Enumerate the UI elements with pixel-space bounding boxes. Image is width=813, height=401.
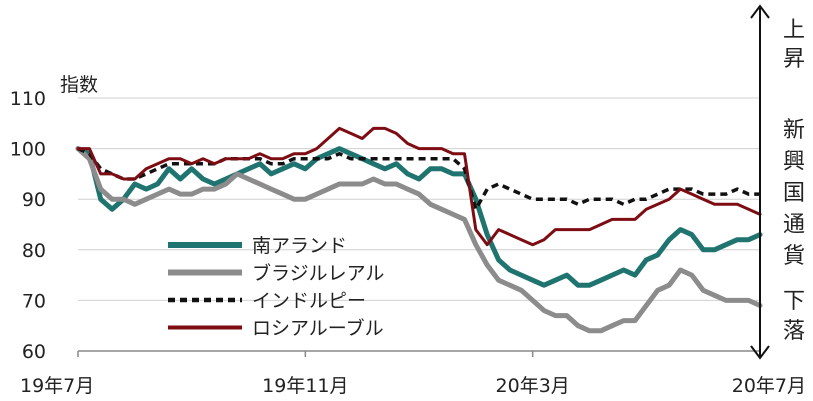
side-label-middle-char: 貨 — [783, 244, 805, 269]
series-lines — [75, 126, 763, 334]
series-line — [75, 146, 763, 288]
arrow-down-icon — [750, 345, 770, 360]
y-tick-label: 90 — [22, 189, 46, 211]
y-axis-label: 指数 — [60, 74, 98, 96]
side-label-middle-char: 通 — [783, 213, 805, 238]
legend-label: ブラジルレアル — [252, 262, 384, 285]
x-tick-label: 20年3月 — [496, 375, 570, 397]
y-tick-label: 60 — [22, 341, 46, 363]
x-axis-tick-marks — [77, 351, 761, 357]
legend-label: インドルピー — [252, 290, 366, 312]
y-tick-label: 80 — [22, 240, 46, 262]
x-tick-label: 19年11月 — [262, 375, 348, 397]
y-axis-tick-labels: 60 70 80 90 100 110 — [10, 88, 46, 363]
side-label-down: 下落 — [783, 289, 805, 344]
series-line — [76, 126, 762, 247]
side-label-up: 上昇 — [783, 18, 805, 72]
side-label-up-char: 上 — [783, 18, 805, 43]
side-label-middle-char: 興 — [783, 150, 805, 175]
series-line — [75, 146, 763, 334]
gridlines — [78, 97, 760, 352]
side-label-down-char: 下 — [783, 289, 805, 314]
y-tick-label: 70 — [22, 290, 46, 312]
side-label-down-char: 落 — [783, 319, 805, 344]
legend-label: ロシアルーブル — [252, 317, 384, 340]
side-label-up-char: 昇 — [783, 47, 805, 72]
series-line — [77, 147, 760, 212]
legend-label: 南アランド — [252, 235, 347, 257]
y-tick-label: 110 — [10, 88, 46, 110]
x-tick-label: 20年7月 — [732, 375, 806, 397]
x-axis-tick-labels: 19年7月 19年11月 20年3月 20年7月 — [20, 375, 806, 397]
x-tick-label: 19年7月 — [20, 375, 94, 397]
arrow-up-icon — [750, 4, 770, 19]
side-label-middle-char: 新 — [783, 118, 805, 143]
y-tick-label: 100 — [10, 139, 46, 161]
side-label-middle-char: 国 — [783, 181, 805, 206]
